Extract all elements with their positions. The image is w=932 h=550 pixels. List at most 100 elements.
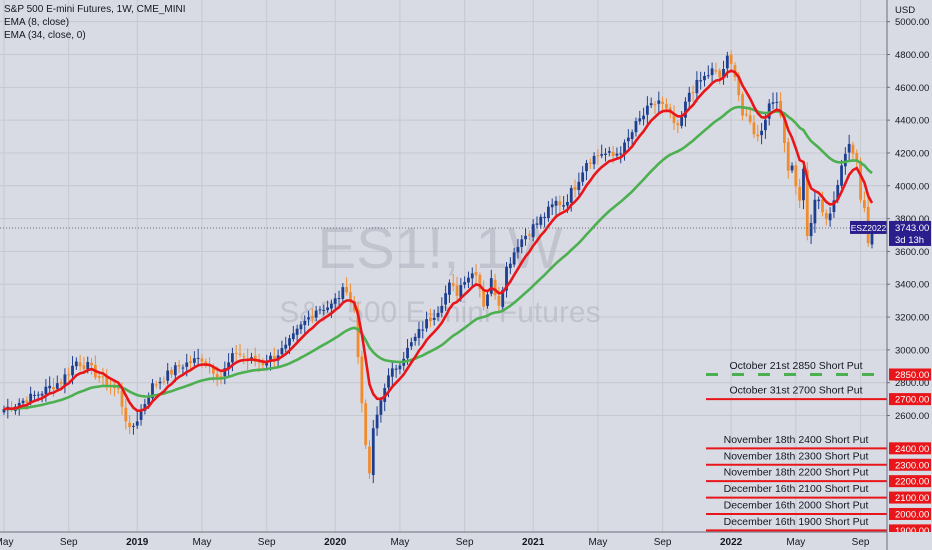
candle-up[interactable]	[623, 139, 626, 161]
candle-up[interactable]	[505, 262, 508, 298]
candle-up[interactable]	[390, 360, 394, 387]
candle-down[interactable]	[78, 354, 82, 371]
candle-down[interactable]	[741, 91, 744, 121]
candle-up[interactable]	[604, 148, 607, 162]
candle-up[interactable]	[562, 195, 566, 210]
candle-down[interactable]	[676, 119, 680, 134]
candle-up[interactable]	[516, 238, 520, 259]
candle-down[interactable]	[859, 157, 862, 203]
candle-up[interactable]	[280, 340, 284, 358]
candle-down[interactable]	[779, 92, 783, 119]
candle-up[interactable]	[158, 377, 162, 390]
ema-slow-line[interactable]	[3, 105, 873, 411]
candle-down[interactable]	[482, 280, 486, 311]
candle-up[interactable]	[44, 379, 48, 402]
candle-up[interactable]	[425, 311, 428, 332]
candle-up[interactable]	[706, 65, 710, 79]
candle-up[interactable]	[577, 172, 581, 196]
candle-up[interactable]	[192, 351, 196, 367]
candle-down[interactable]	[105, 368, 109, 391]
candle-down[interactable]	[234, 345, 238, 361]
candle-up[interactable]	[33, 390, 36, 401]
candle-down[interactable]	[451, 273, 455, 292]
candle-up[interactable]	[48, 376, 52, 393]
candle-up[interactable]	[470, 267, 474, 288]
candle-up[interactable]	[657, 91, 661, 113]
candle-up[interactable]	[722, 60, 725, 85]
candle-up[interactable]	[790, 162, 794, 174]
candle-up[interactable]	[448, 279, 451, 303]
candle-down[interactable]	[170, 366, 173, 379]
candle-up[interactable]	[181, 364, 185, 375]
candle-up[interactable]	[132, 423, 135, 435]
candle-down[interactable]	[364, 399, 368, 449]
candle-up[interactable]	[840, 159, 843, 189]
symbol-title[interactable]: S&P 500 E-mini Futures, 1W, CME_MINI	[4, 4, 186, 15]
candle-down[interactable]	[162, 376, 166, 385]
candle-down[interactable]	[596, 149, 600, 165]
ema-fast-legend[interactable]: EMA (8, close)	[4, 17, 70, 28]
candle-up[interactable]	[847, 134, 851, 161]
candle-up[interactable]	[710, 62, 714, 85]
candle-up[interactable]	[409, 337, 413, 350]
short-put-level[interactable]: November 18th 2200 Short Put	[706, 467, 887, 483]
short-put-level[interactable]: December 16th 2100 Short Put	[706, 483, 887, 499]
candle-up[interactable]	[139, 404, 143, 426]
candle-down[interactable]	[345, 277, 349, 296]
candle-up[interactable]	[699, 71, 703, 90]
candle-up[interactable]	[375, 406, 379, 436]
candle-up[interactable]	[413, 333, 417, 346]
candle-up[interactable]	[703, 71, 706, 87]
candle-down[interactable]	[653, 100, 657, 114]
candle-up[interactable]	[634, 117, 638, 137]
short-put-level[interactable]: November 18th 2400 Short Put	[706, 434, 887, 450]
candle-up[interactable]	[74, 357, 78, 370]
candle-up[interactable]	[223, 361, 227, 385]
short-put-level[interactable]: October 21st 2850 Short Put	[706, 360, 887, 376]
candle-down[interactable]	[786, 137, 790, 179]
candle-up[interactable]	[680, 111, 684, 129]
candle-up[interactable]	[394, 364, 398, 378]
candle-up[interactable]	[371, 419, 375, 484]
candle-down[interactable]	[455, 276, 459, 302]
candle-up[interactable]	[436, 306, 440, 321]
candle-up[interactable]	[2, 405, 6, 415]
candle-up[interactable]	[322, 304, 326, 316]
candle-down[interactable]	[798, 178, 802, 209]
short-put-level[interactable]: October 31st 2700 Short Put	[706, 385, 887, 401]
candle-up[interactable]	[813, 190, 817, 233]
candle-up[interactable]	[196, 348, 200, 366]
candle-down[interactable]	[10, 400, 14, 412]
candle-up[interactable]	[642, 107, 645, 126]
candle-up[interactable]	[592, 152, 596, 170]
candle-up[interactable]	[775, 92, 779, 110]
candle-down[interactable]	[855, 149, 859, 169]
candle-up[interactable]	[607, 146, 611, 157]
candle-up[interactable]	[166, 362, 170, 385]
candle-up[interactable]	[151, 379, 154, 402]
candle-up[interactable]	[284, 336, 288, 353]
candle-up[interactable]	[314, 305, 318, 322]
candle-up[interactable]	[649, 97, 653, 109]
candle-down[interactable]	[527, 230, 531, 241]
candle-down[interactable]	[272, 347, 276, 368]
candle-down[interactable]	[189, 355, 192, 370]
ema-fast-line[interactable]	[3, 69, 874, 413]
candle-down[interactable]	[851, 141, 855, 160]
candle-down[interactable]	[177, 360, 181, 373]
candle-up[interactable]	[291, 325, 295, 342]
candle-down[interactable]	[588, 158, 592, 169]
candle-up[interactable]	[581, 166, 585, 186]
short-put-level[interactable]: December 16th 2000 Short Put	[706, 499, 887, 515]
candle-up[interactable]	[330, 299, 333, 319]
candle-down[interactable]	[261, 358, 265, 370]
short-put-level[interactable]: December 16th 1900 Short Put	[706, 516, 887, 532]
candle-up[interactable]	[231, 347, 234, 372]
candle-up[interactable]	[512, 247, 516, 268]
candle-up[interactable]	[333, 293, 337, 310]
candle-up[interactable]	[295, 324, 299, 342]
candle-down[interactable]	[718, 67, 722, 85]
